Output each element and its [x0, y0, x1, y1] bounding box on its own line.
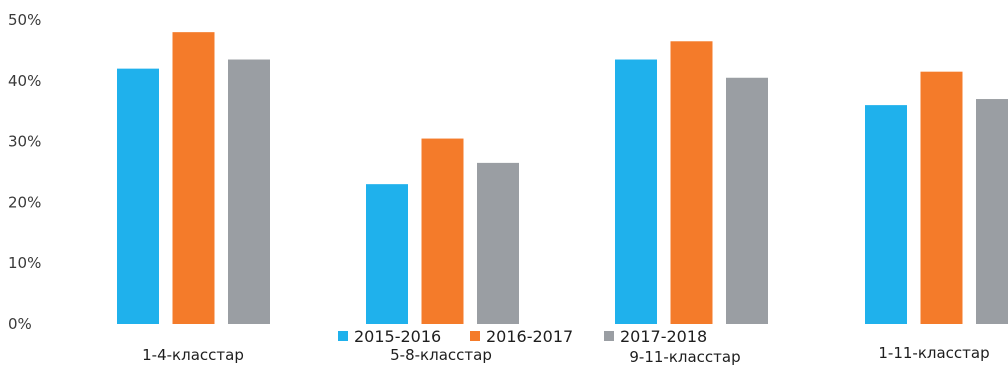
legend-swatch [470, 331, 480, 341]
bar-2016-2017-4 [920, 71, 963, 325]
y-tick-label: 20% [8, 193, 41, 211]
category-labels: 1-4-класстар 5-8-класстар 9-11-класстар 1-1… [142, 344, 989, 366]
bar-2016-2017-3 [670, 41, 713, 324]
y-tick-label: 0% [8, 315, 32, 333]
bar-2017-2018-3 [726, 77, 768, 324]
bar-2017-2018-4 [976, 99, 1008, 324]
legend-swatch [338, 331, 348, 341]
bars [117, 32, 1008, 325]
y-tick-label: 10% [8, 254, 41, 272]
y-tick-label: 50% [8, 11, 41, 29]
bar-2015-2016-3 [615, 59, 657, 325]
bar-2016-2017-2 [421, 138, 464, 324]
bar-2015-2016-1 [117, 68, 159, 324]
category-label: 5-8-класстар [390, 346, 492, 364]
legend-label: 2017-2018 [620, 327, 707, 346]
bar-2015-2016-4 [865, 105, 907, 325]
bar-2017-2018-2 [477, 162, 519, 324]
bar-2016-2017-1 [172, 32, 215, 324]
category-label: 1-11-класстар [878, 344, 989, 362]
legend-label: 2015-2016 [354, 327, 441, 346]
y-tick-label: 40% [8, 72, 41, 90]
category-label: 1-4-класстар [142, 346, 244, 364]
legend-swatch [604, 331, 614, 341]
bar-2017-2018-1 [228, 59, 270, 325]
legend-label: 2016-2017 [486, 327, 573, 346]
y-axis: 0% 10% 20% 30% 40% 50% [8, 11, 41, 333]
legend: 2015-2016 2016-2017 2017-2018 [338, 327, 707, 346]
category-label: 9-11-класстар [629, 348, 740, 366]
bar-2015-2016-2 [366, 184, 408, 324]
y-tick-label: 30% [8, 133, 41, 151]
